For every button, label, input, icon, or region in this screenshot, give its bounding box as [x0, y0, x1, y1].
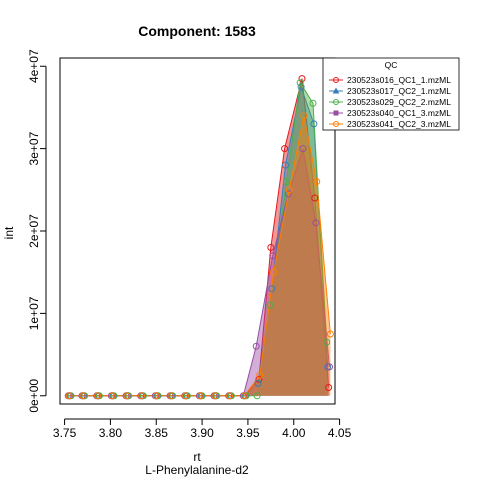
point-230523s040-qc1-3-mzml-15 [284, 190, 292, 198]
point-230523s016-qc1-1-mzml-13 [255, 375, 263, 383]
point-230523s041-qc2-3-mzml-14 [270, 268, 278, 276]
point-230523s017-qc2-1-mzml-16 [297, 83, 305, 91]
plot-frame [59, 57, 336, 405]
line-230523s041-qc2-3-mzml [69, 115, 331, 397]
point-230523s041-qc2-3-mzml-13 [256, 371, 264, 379]
chart-title: Component: 1583 [138, 23, 256, 39]
point-230523s040-qc1-3-mzml-18 [326, 363, 333, 371]
point-230523s016-qc1-1-mzml-14 [267, 244, 275, 251]
x-tick-label: 3.90 [190, 426, 214, 440]
point-230523s017-qc2-1-mzml-15 [282, 161, 289, 169]
point-230523s041-qc2-3-mzml-11 [226, 392, 234, 400]
point-230523s041-qc2-3-mzml-17 [313, 178, 321, 186]
point-230523s029-qc2-2-mzml-14 [266, 301, 274, 309]
legend-marker-230523s040-qc1-3-mzml [333, 110, 339, 116]
legend-box [322, 57, 460, 131]
point-230523s029-qc2-2-mzml-16 [296, 79, 304, 87]
y-tick-label: 1e+07 [27, 296, 41, 330]
point-230523s041-qc2-3-mzml-16 [300, 112, 308, 120]
y-tick-label: 3e+07 [27, 131, 41, 165]
legend-label-230523s040-qc1-3-mzml: 230523s040_QC1_3.mzML [347, 108, 451, 118]
point-230523s017-qc2-1-mzml-17 [310, 120, 318, 128]
legend-label-230523s041-qc2-3-mzml: 230523s041_QC2_3.mzML [347, 119, 451, 129]
area-230523s040-qc1-3-mzml [68, 148, 330, 396]
legend: QC 230523s016_QC1_1.mzML230523s017_QC2_1.… [322, 57, 460, 131]
legend-marker-230523s017-qc2-1-mzml [332, 87, 340, 94]
point-230523s016-qc1-1-mzml-18 [325, 384, 333, 391]
legend-marker-230523s041-qc2-3-mzml [333, 121, 339, 127]
point-230523s016-qc1-1-mzml-16 [298, 75, 306, 83]
x-tick-label: 4.00 [282, 426, 306, 440]
point-230523s041-qc2-3-mzml-0 [65, 392, 73, 400]
legend-marker-230523s029-qc2-2-mzml [333, 99, 339, 105]
x-axis-label: rt [193, 450, 201, 464]
y-axis-label: int [2, 226, 16, 239]
point-230523s041-qc2-3-mzml-7 [167, 392, 175, 400]
legend-marker-230523s016-qc1-1-mzml [333, 77, 339, 83]
point-230523s040-qc1-3-mzml-14 [269, 252, 277, 260]
point-230523s029-qc2-2-mzml-3 [110, 392, 118, 400]
point-230523s041-qc2-3-mzml-1 [79, 392, 87, 400]
point-230523s041-qc2-3-mzml-3 [108, 392, 116, 400]
point-230523s017-qc2-1-mzml-14 [268, 285, 276, 293]
point-230523s041-qc2-3-mzml-4 [123, 392, 131, 400]
point-230523s041-qc2-3-mzml-6 [152, 392, 160, 400]
point-230523s016-qc1-1-mzml-15 [281, 145, 289, 153]
x-tick-label: 3.80 [99, 426, 123, 440]
point-230523s041-qc2-3-mzml-2 [94, 392, 102, 400]
x-tick-label: 3.95 [236, 426, 260, 440]
x-tick-label: 4.05 [328, 426, 352, 440]
area-230523s041-qc2-3-mzml [69, 115, 331, 396]
point-230523s029-qc2-2-mzml-13 [253, 392, 261, 400]
area-230523s016-qc1-1-mzml [69, 78, 329, 396]
point-230523s029-qc2-2-mzml-18 [323, 338, 331, 346]
legend-title: QC [385, 60, 398, 70]
series-points [64, 75, 334, 400]
point-230523s017-qc2-1-mzml-13 [254, 379, 262, 387]
y-tick-label: 2e+07 [27, 214, 41, 248]
axes: 3.75 3.80 3.85 3.90 3.95 4.00 4.05 0e+00 1e+07 2e… [27, 49, 352, 440]
legend-label-230523s029-qc2-2-mzml: 230523s029_QC2_2.mzML [347, 97, 451, 107]
point-230523s041-qc2-3-mzml-12 [240, 392, 248, 400]
point-230523s041-qc2-3-mzml-15 [285, 186, 293, 194]
point-230523s029-qc2-2-mzml-17 [309, 99, 317, 107]
x-tick-label: 3.75 [53, 426, 77, 440]
point-230523s040-qc1-3-mzml-13 [252, 342, 260, 350]
point-230523s041-qc2-3-mzml-5 [138, 392, 146, 400]
point-230523s040-qc1-3-mzml-16 [299, 145, 307, 153]
y-tick-label: 0e+00 [27, 379, 41, 413]
point-230523s029-qc2-2-mzml-15 [282, 178, 290, 186]
legend-label-230523s016-qc1-1-mzml: 230523s016_QC1_1.mzML [347, 75, 451, 85]
x-tick-label: 3.85 [145, 426, 169, 440]
point-230523s016-qc1-1-mzml-17 [311, 194, 319, 202]
point-230523s041-qc2-3-mzml-8 [182, 392, 190, 400]
point-230523s040-qc1-3-mzml-17 [312, 219, 320, 227]
y-tick-label: 4e+07 [27, 49, 41, 83]
point-230523s041-qc2-3-mzml-9 [196, 392, 204, 400]
point-230523s041-qc2-3-mzml-18 [326, 330, 334, 338]
point-230523s041-qc2-3-mzml-10 [211, 392, 219, 400]
legend-label-230523s017-qc2-1-mzml: 230523s017_QC2_1.mzML [347, 86, 451, 96]
chart-subtitle: L-Phenylalanine-d2 [145, 463, 249, 477]
